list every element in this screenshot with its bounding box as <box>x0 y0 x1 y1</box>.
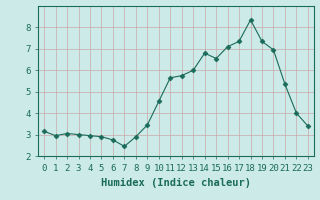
X-axis label: Humidex (Indice chaleur): Humidex (Indice chaleur) <box>101 178 251 188</box>
